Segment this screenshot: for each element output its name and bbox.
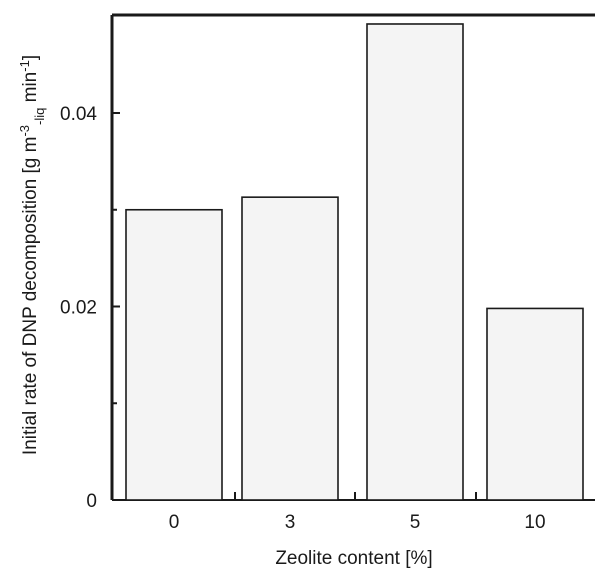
y-axis-title-mid: min <box>20 72 41 108</box>
bar <box>487 308 583 500</box>
bar <box>242 197 338 500</box>
y-axis-title-sub: -liq <box>32 108 47 125</box>
y-tick-label: 0.02 <box>60 298 97 319</box>
x-tick-label: 0 <box>169 512 180 533</box>
x-axis-title: Zeolite content [%] <box>275 548 432 569</box>
y-axis-title: Initial rate of DNP decomposition [g m-3… <box>17 55 47 455</box>
bars <box>126 24 583 500</box>
y-axis-title-main: Initial rate of DNP decomposition [g m <box>20 137 41 456</box>
y-tick-label: 0.04 <box>60 104 97 125</box>
x-tick-label: 3 <box>285 512 296 533</box>
y-axis-title-end: ] <box>20 55 41 60</box>
bar <box>367 24 463 500</box>
x-tick-label: 5 <box>410 512 421 533</box>
y-axis-title-sup1: -3 <box>17 125 32 137</box>
x-tick-label: 10 <box>524 512 545 533</box>
y-axis-title-sup2: -1 <box>17 60 32 72</box>
y-tick-label: 0 <box>86 491 97 512</box>
bar <box>126 210 222 500</box>
